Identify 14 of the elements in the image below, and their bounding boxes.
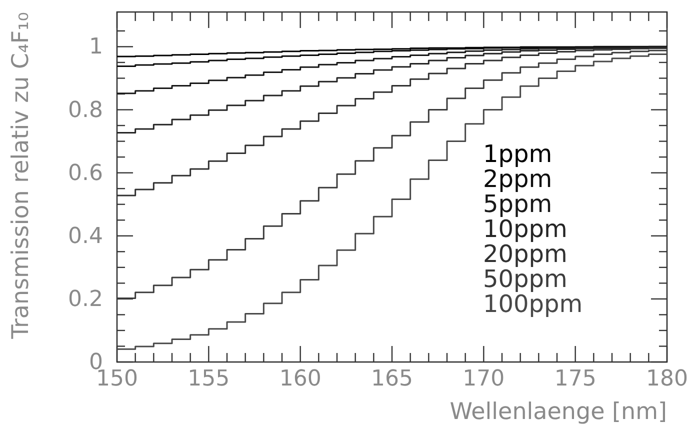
y-tick-label: 0.6: [68, 160, 103, 186]
y-axis-title: Transmission relativ zu C₄F₁₀: [8, 12, 34, 340]
x-tick-label: 160: [279, 366, 322, 392]
y-tick-label: 0.4: [68, 224, 103, 249]
x-axis-title: Wellenlaenge [nm]: [450, 399, 667, 425]
x-tick-label: 175: [554, 366, 596, 392]
x-tick-label: 180: [646, 366, 687, 392]
y-tick-label: 0.8: [68, 98, 103, 123]
x-tick-label: 155: [188, 366, 230, 392]
x-tick-label: 170: [462, 366, 505, 392]
text: 1ppm: [483, 140, 552, 168]
y-tick-label: 1: [89, 34, 103, 60]
x-tick-label: 165: [371, 366, 413, 392]
y-tick-label: 0.2: [68, 286, 103, 312]
